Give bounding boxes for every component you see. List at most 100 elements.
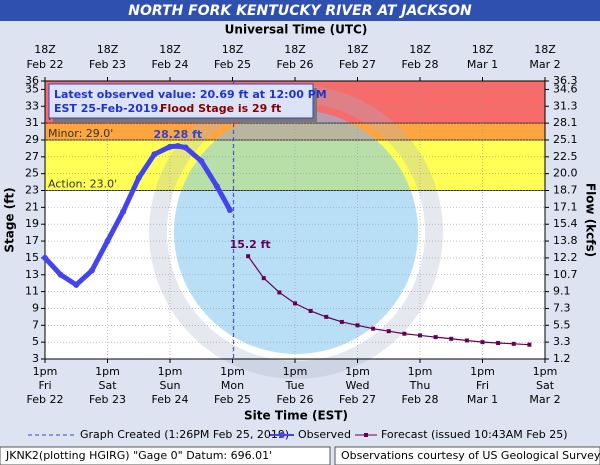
y2-tick-label: 5.5	[553, 318, 571, 331]
observed-point	[226, 206, 233, 213]
x2-tick-label: Feb 27	[339, 58, 376, 71]
title-bar	[0, 0, 600, 21]
noaa-watermark	[174, 110, 418, 354]
forecast-point	[480, 340, 485, 345]
x-tick-label: Mon	[221, 379, 244, 392]
x-tick-label: Fri	[38, 379, 51, 392]
x-tick-label: Feb 26	[277, 393, 314, 406]
y2-tick-label: 7.3	[553, 301, 571, 314]
x-tick-label: 1pm	[283, 365, 308, 378]
x2-tick-label: 18Z	[409, 43, 431, 56]
observed-point	[213, 183, 220, 190]
y2-tick-label: 25.1	[553, 133, 578, 146]
forecast-point	[402, 331, 407, 336]
forecast-point	[324, 314, 329, 319]
y-tick-label: 15	[25, 251, 39, 264]
x-tick-label: Wed	[346, 379, 370, 392]
forecast-point	[496, 340, 501, 345]
x2-tick-label: 18Z	[347, 43, 369, 56]
x2-tick-label: 18Z	[222, 43, 244, 56]
observed-point	[151, 151, 158, 158]
x-tick-label: 1pm	[33, 365, 58, 378]
observed-point	[104, 238, 111, 245]
y2-tick-label: 9.1	[553, 285, 571, 298]
y-tick-label: 11	[25, 285, 39, 298]
legend-label: Observed	[298, 428, 351, 441]
y-tick-label: 9	[32, 301, 39, 314]
latest-text: Latest observed value: 20.69 ft at 12:00…	[54, 88, 327, 101]
y-tick-label: 19	[25, 217, 39, 230]
y-tick-label: 21	[25, 200, 39, 213]
y-tick-label: 29	[25, 133, 39, 146]
y2-tick-label: 18.7	[553, 184, 578, 197]
y-tick-label: 35	[25, 82, 39, 95]
x-tick-label: 1pm	[533, 365, 558, 378]
observed-point	[174, 143, 181, 150]
forecast-point	[293, 301, 297, 306]
forecast-point	[277, 290, 282, 295]
x2-tick-label: Feb 23	[89, 58, 126, 71]
legend-forecast-point	[364, 433, 368, 437]
y-tick-label: 27	[25, 150, 39, 163]
x-tick-label: Thu	[409, 379, 431, 392]
footer-left-box	[0, 446, 331, 465]
y2-tick-label: 10.7	[553, 268, 578, 281]
observed-point	[88, 267, 95, 274]
y-tick-label: 7	[32, 318, 39, 331]
series-line	[43, 143, 233, 289]
y-tick-label: 33	[25, 99, 39, 112]
x2-tick-label: Feb 24	[152, 58, 189, 71]
y-tick-label: 25	[25, 167, 39, 180]
x2-axis-title: Universal Time (UTC)	[225, 23, 368, 37]
forecast-point	[386, 329, 391, 334]
forecast-point	[371, 326, 376, 331]
x-tick-label: Feb 25	[214, 393, 251, 406]
forecast-label: 15.2 ft	[230, 238, 271, 251]
x-tick-label: Feb 24	[152, 393, 189, 406]
x-tick-label: 1pm	[408, 365, 433, 378]
x-tick-label: 1pm	[345, 365, 370, 378]
x-tick-label: Sat	[98, 379, 117, 392]
x-tick-label: Feb 27	[339, 393, 376, 406]
forecast-point	[464, 338, 469, 343]
y-tick-label: 31	[25, 116, 39, 129]
x-tick-label: Feb 22	[27, 393, 64, 406]
observed-point	[182, 144, 189, 151]
forecast-point	[355, 323, 360, 328]
latest-box	[48, 83, 314, 119]
y2-tick-label: 22.5	[553, 150, 578, 163]
x2-tick-label: Mar 1	[467, 58, 498, 71]
forecast-point	[261, 276, 266, 281]
x2-tick-label: Feb 26	[277, 58, 314, 71]
forecast-point	[418, 333, 422, 338]
y2-tick-label: 34.6	[553, 82, 578, 95]
x2-tick-label: Mar 2	[529, 58, 560, 71]
y-tick-label: 23	[25, 184, 39, 197]
chart-title: NORTH FORK KENTUCKY RIVER AT JACKSON	[128, 3, 472, 19]
forecast-point	[433, 335, 438, 340]
observed-point	[167, 143, 173, 150]
x2-tick-label: 18Z	[159, 43, 181, 56]
observed-point	[73, 281, 80, 288]
x-tick-label: Feb 23	[89, 393, 126, 406]
y-tick-label: 5	[32, 335, 39, 348]
y2-axis-title: Flow (kcfs)	[584, 183, 598, 257]
flood-label: Minor: 29.0'	[48, 127, 113, 140]
x2-tick-label: 18Z	[284, 43, 306, 56]
y-axis-title: Stage (ft)	[3, 187, 17, 252]
x-tick-label: 1pm	[220, 365, 245, 378]
observed-point	[42, 254, 48, 261]
y-tick-label: 36	[25, 74, 39, 87]
x-tick-label: Mar 2	[529, 393, 560, 406]
legend-observed-point	[279, 432, 285, 438]
peak-label: 28.28 ft	[153, 128, 202, 141]
latest-text: EST 25-Feb-2019.	[54, 102, 162, 115]
legend-label: Graph Created (1:26PM Feb 25, 2019)	[80, 428, 289, 441]
y2-tick-label: 20.0	[553, 167, 578, 180]
legend-label: Forecast (issued 10:43AM Feb 25)	[381, 428, 568, 441]
y2-tick-label: 3.3	[553, 335, 571, 348]
x2-tick-label: 18Z	[534, 43, 556, 56]
y2-tick-label: 31.3	[553, 99, 578, 112]
flood-label: Action: 23.0'	[48, 178, 117, 191]
plot-frame	[44, 80, 546, 360]
